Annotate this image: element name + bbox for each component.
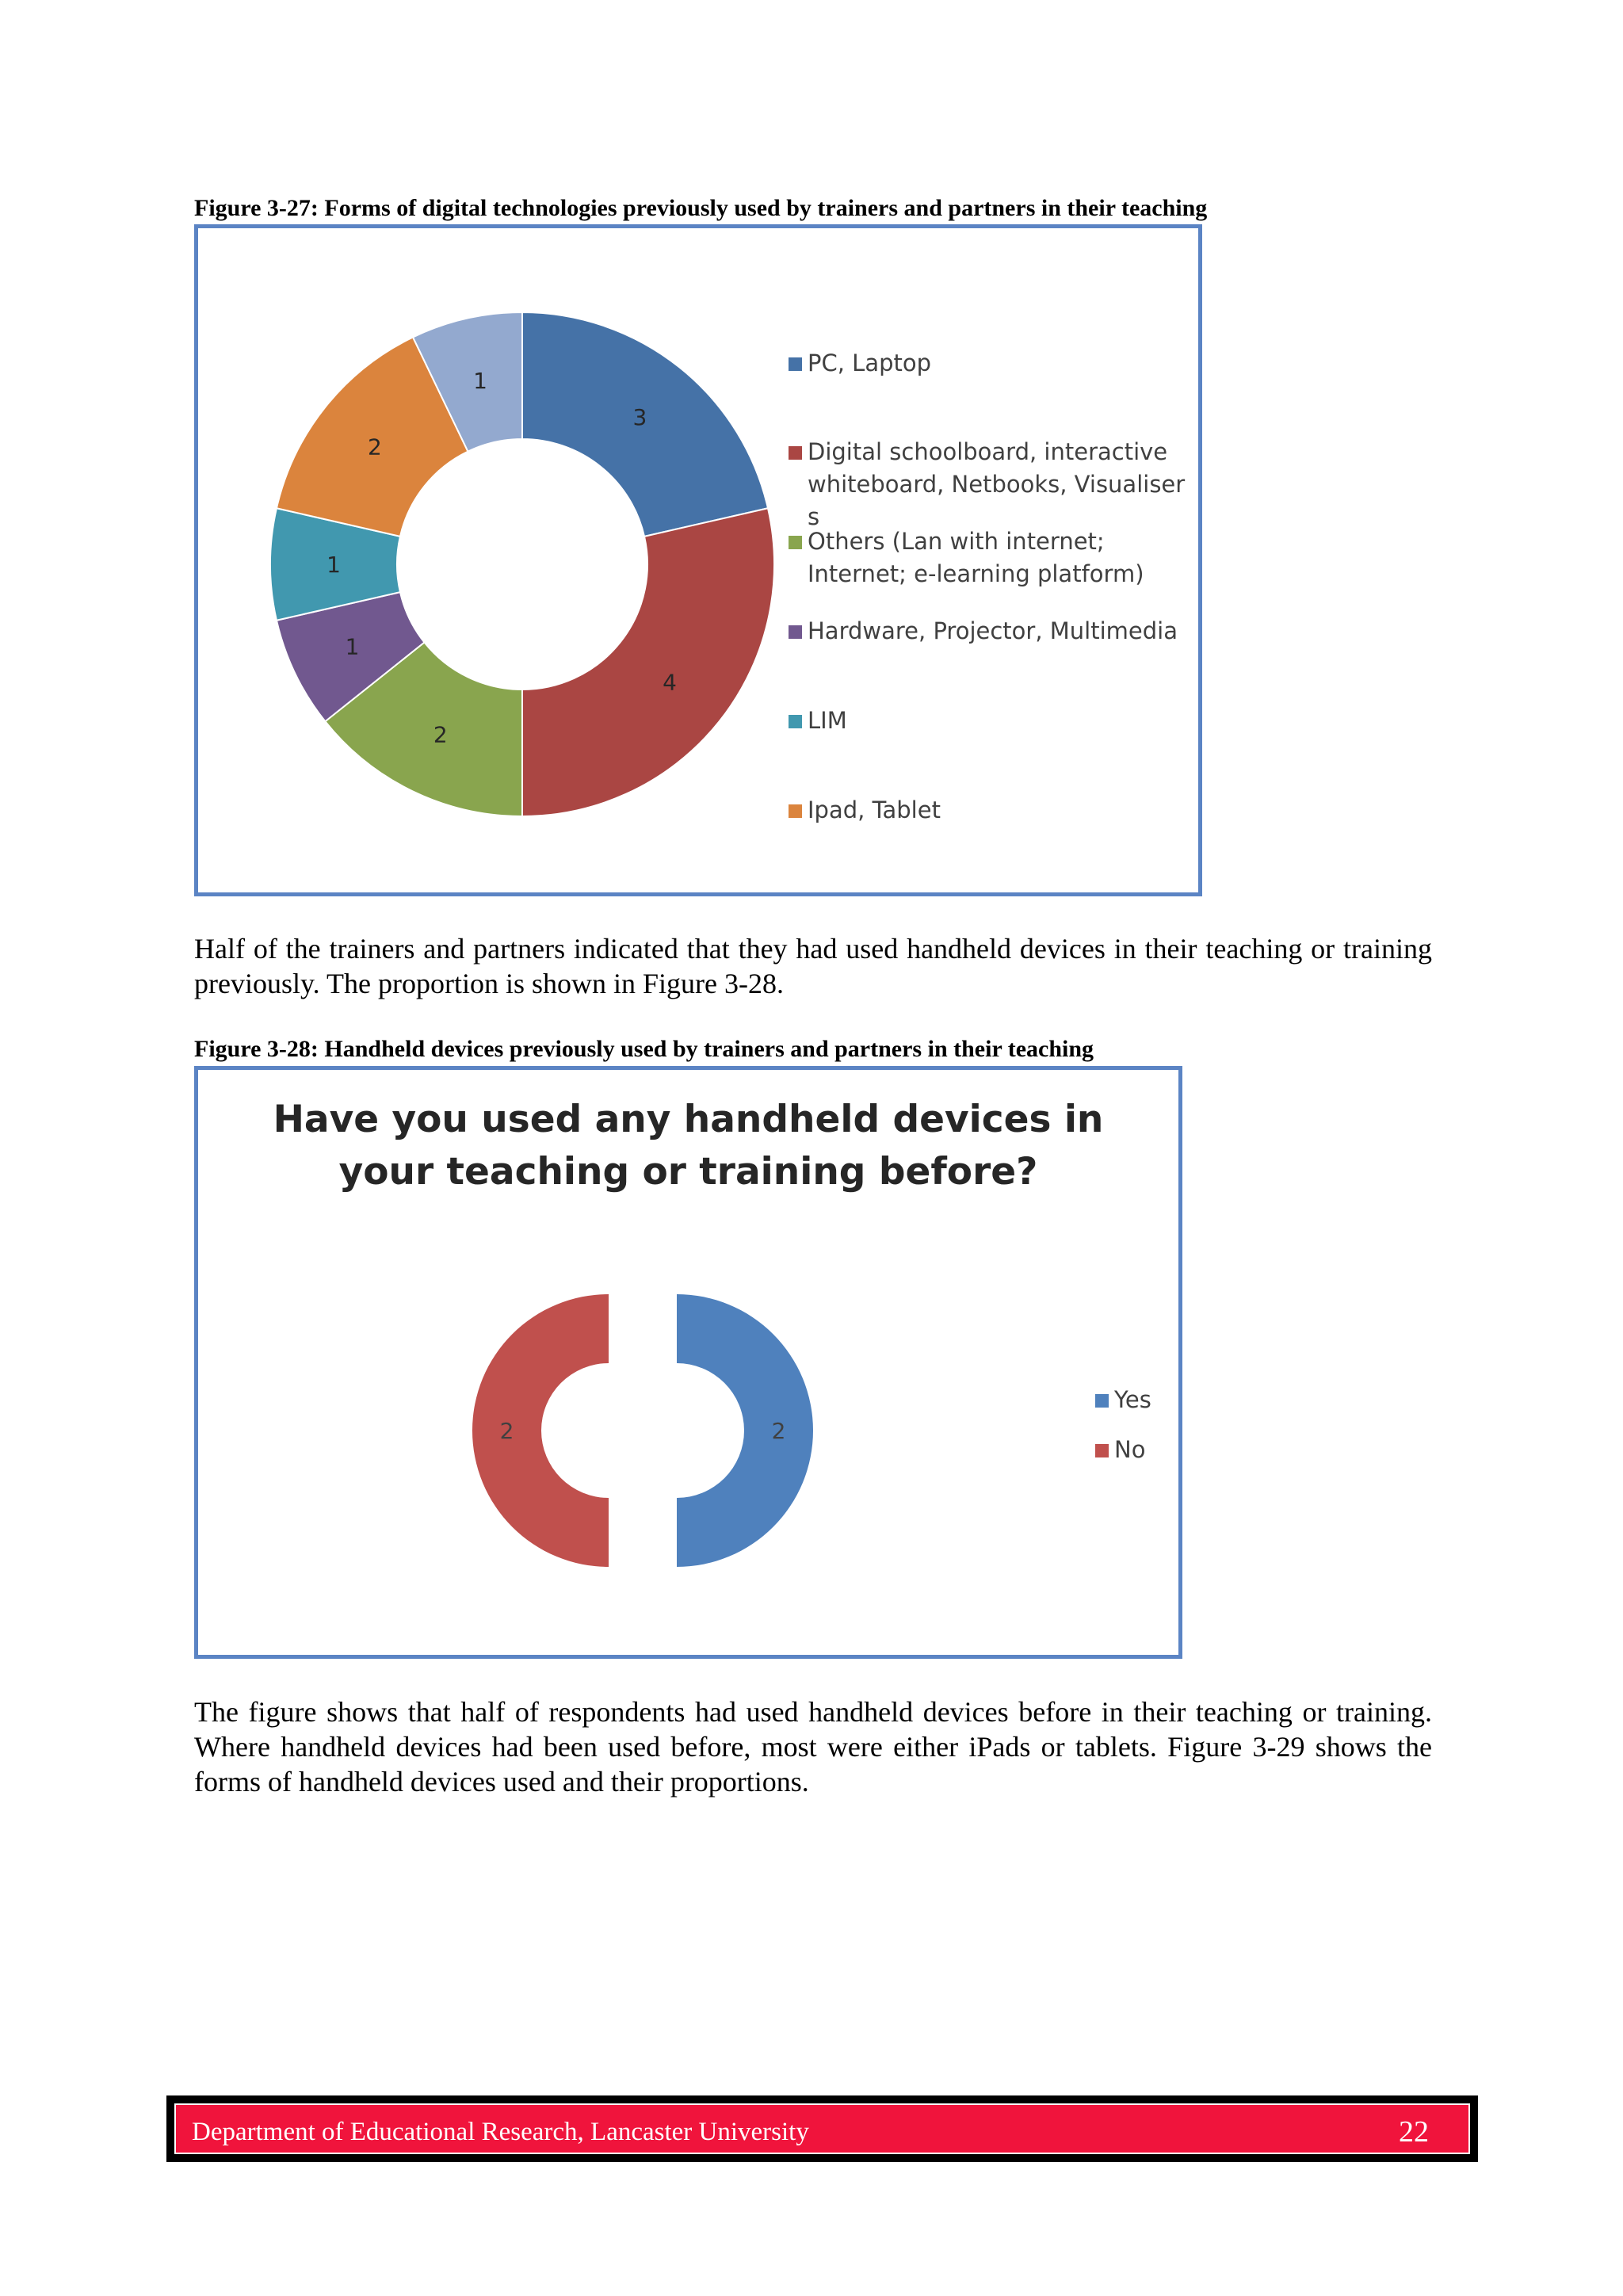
donut-slice-ipad-tablet <box>275 336 469 538</box>
figure-28-caption: Figure 3-28: Handheld devices previously… <box>194 1036 1094 1062</box>
figure-27-chart: 3 4 2 1 1 2 1 PC, Laptop Digital schoolboard, i… <box>194 224 1202 896</box>
donut-slice-other-6 <box>411 311 523 453</box>
legend-label-line: whiteboard, Netbooks, Visualiser <box>808 471 1186 498</box>
paragraph-figure-29-intro: The figure shows that half of respondent… <box>194 1696 1432 1797</box>
data-label-yes: 2 <box>772 1418 786 1444</box>
legend-label-line: Hardware, Projector, Multimedia <box>808 617 1178 644</box>
donut-slice-pc-laptop <box>521 311 769 538</box>
legend-swatch-no <box>1095 1444 1109 1457</box>
page-number: 22 <box>1399 2115 1429 2149</box>
legend-swatch-yes <box>1095 1394 1109 1408</box>
figure-27-donut: 3 4 2 1 1 2 1 <box>269 311 775 818</box>
legend-label-line: PC, Laptop <box>808 350 932 376</box>
donut-slice-others-lan-with-internet-internet-e-learning-platform <box>323 641 523 818</box>
donut-slice-yes <box>677 1294 813 1567</box>
figure-27-legend: PC, Laptop Digital schoolboard, interacti… <box>789 347 1193 839</box>
footer-department: Department of Educational Research, Lanc… <box>192 2118 809 2146</box>
legend-swatch <box>789 536 802 549</box>
legend-swatch <box>789 446 802 460</box>
figure-27-caption: Figure 3-27: Forms of digital technologi… <box>194 195 1208 221</box>
legend-swatch <box>789 715 802 728</box>
data-label-ipad-tablet: 2 <box>368 434 382 460</box>
page-footer: Department of Educational Research, Lanc… <box>166 2095 1478 2162</box>
data-label-other-6: 1 <box>473 368 487 394</box>
legend-label-line: Internet; e-learning platform) <box>808 560 1144 587</box>
legend-label-line: Digital schoolboard, interactive <box>808 438 1168 465</box>
data-label-lim: 1 <box>327 552 341 578</box>
figure-28-title-line-1: Have you used any handheld devices in <box>273 1098 1104 1141</box>
legend-label-line: s <box>808 503 820 530</box>
legend-label-yes: Yes <box>1114 1386 1151 1413</box>
legend-label-line: LIM <box>808 707 847 734</box>
footer-bar: Department of Educational Research, Lanc… <box>174 2103 1470 2154</box>
data-label-hardware-projector-multimedia: 1 <box>346 633 360 659</box>
legend-swatch <box>789 357 802 371</box>
figure-28-donut: 22 <box>472 1294 813 1567</box>
figure-28-legend: Yes No <box>1095 1384 1182 1487</box>
legend-swatch <box>789 625 802 639</box>
data-label-no: 2 <box>500 1418 514 1444</box>
donut-slice-digital-schoolboard-interactive-whiteboard-netbooks-visualisers <box>521 507 775 818</box>
legend-label-line: Ipad, Tablet <box>808 797 941 823</box>
legend-label-no: No <box>1114 1436 1146 1463</box>
data-label-pc-laptop: 3 <box>632 404 647 430</box>
data-label-digital-schoolboard-interactive-whiteboard-netbooks-visualisers: 4 <box>663 669 677 695</box>
data-label-others-lan-with-internet-internet-e-learning-platform: 2 <box>433 721 448 747</box>
legend-label-line: Others (Lan with internet; <box>808 528 1105 555</box>
figure-28-chart: Have you used any handheld devices in yo… <box>194 1066 1182 1659</box>
donut-slice-no <box>472 1294 609 1567</box>
legend-swatch <box>789 804 802 818</box>
figure-28-title-line-2: your teaching or training before? <box>338 1150 1038 1194</box>
paragraph-figure-28-intro: Half of the trainers and partners indica… <box>194 933 1432 999</box>
